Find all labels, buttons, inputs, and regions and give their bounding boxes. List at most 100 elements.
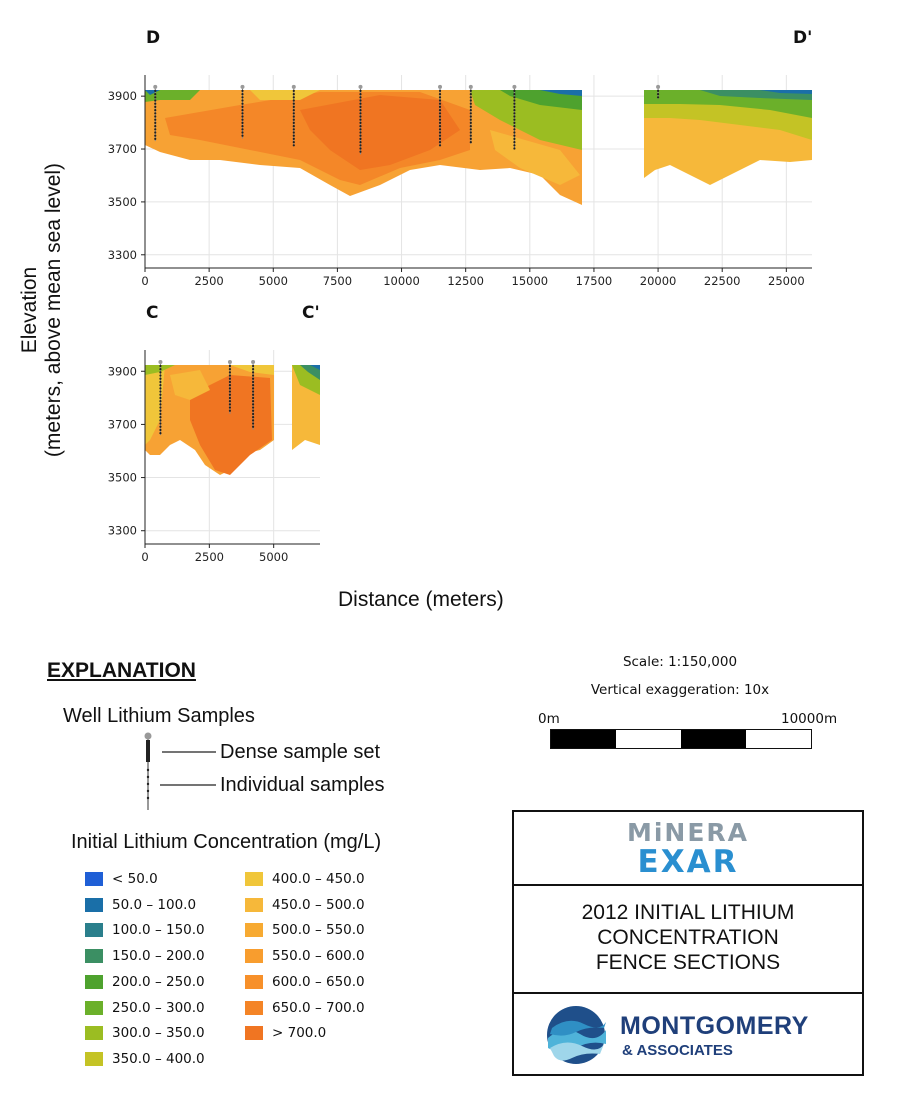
well-sample-point <box>251 384 255 387</box>
well-sample-point <box>292 102 295 105</box>
explanation-title: EXPLANATION <box>47 659 196 682</box>
well-sample-point <box>154 131 157 134</box>
well-sample-point <box>438 131 442 134</box>
well-sample-point <box>513 124 516 128</box>
well-sample-point <box>159 393 162 396</box>
minera-exar-logo: MiNERA EXAR <box>514 812 862 886</box>
well-sample-point <box>513 147 516 150</box>
well-sample-point <box>469 115 472 118</box>
y-tick-label: 3700 <box>108 417 137 431</box>
contour-fill-d <box>145 90 812 205</box>
legend-swatch <box>245 923 263 938</box>
x-tick-label: 5000 <box>259 550 288 564</box>
well-sample-point <box>359 131 362 134</box>
x-tick-label: 0 <box>141 274 148 288</box>
well-sample-point <box>513 118 516 121</box>
well-sample-point <box>228 387 232 390</box>
legend-label: 300.0 – 350.0 <box>112 1025 205 1042</box>
well-sample-point <box>438 102 442 105</box>
well-sample-point <box>159 403 162 406</box>
well-sample-point <box>359 128 362 131</box>
report-title-line2: CONCENTRATION <box>597 926 779 949</box>
well-top-marker <box>468 84 473 89</box>
legend-swatch <box>245 1000 263 1015</box>
well-sample-point <box>513 96 516 99</box>
legend-item: < 50.0 <box>85 871 158 887</box>
x-tick-label: 17500 <box>576 274 613 288</box>
montgomery-logo-text: MONTGOMERY <box>620 1012 809 1040</box>
chart-section-c: 0 2500 5000 3900 3700 3500 3300 <box>108 350 320 564</box>
well-sample-point <box>251 406 255 409</box>
well-sample-point <box>251 390 255 393</box>
well-sample-point <box>159 377 162 380</box>
legend-label: 600.0 – 650.0 <box>272 973 365 990</box>
well-sample-point <box>241 118 244 121</box>
well-sample-point <box>159 432 162 435</box>
y-tick-label: 3300 <box>108 524 137 538</box>
well-sample-point <box>438 118 442 121</box>
well-sample-point <box>292 115 295 118</box>
well-sample-point <box>469 99 472 102</box>
well-sample-point <box>159 412 162 416</box>
well-sample-point <box>469 112 472 115</box>
well-sample-point <box>159 409 162 412</box>
well-sample-point <box>292 112 295 115</box>
well-sample-point <box>292 92 295 96</box>
well-sample-point <box>251 425 255 428</box>
vertical-exaggeration-text: Vertical exaggeration: 10x <box>590 682 770 698</box>
well-sample-point <box>251 400 255 403</box>
x-tick-label: 22500 <box>704 274 741 288</box>
well-sample-point <box>359 99 362 102</box>
well-sample-point <box>438 144 442 147</box>
well-sample-point <box>241 105 244 108</box>
well-sample-point <box>513 140 516 144</box>
legend-swatch <box>85 923 103 938</box>
well-samples-heading: Well Lithium Samples <box>63 705 255 727</box>
x-tick-label: 2500 <box>194 274 223 288</box>
well-sample-point <box>513 102 516 105</box>
exar-logo-text: EXAR <box>637 844 739 880</box>
well-sample-point <box>159 396 162 400</box>
well-sample-point <box>292 89 295 92</box>
legend-item: 50.0 – 100.0 <box>85 897 196 913</box>
report-title-line3: FENCE SECTIONS <box>595 951 781 974</box>
well-sample-point <box>469 124 472 128</box>
well-sample-point <box>154 102 157 105</box>
well-sample-point <box>251 387 255 390</box>
well-sample-point <box>513 128 516 131</box>
well-sample-point <box>513 131 516 134</box>
legend-label: 350.0 – 400.0 <box>112 1050 205 1067</box>
chart-section-d: 0 2500 5000 7500 10000 12500 15000 17500 20000 22… <box>108 75 812 288</box>
well-top-marker <box>291 84 296 89</box>
well-sample-point <box>292 128 295 131</box>
well-sample-point <box>292 105 295 108</box>
well-sample-point <box>438 89 442 92</box>
fence-sections-svg: 0 2500 5000 7500 10000 12500 15000 17500 20000 22… <box>108 75 812 564</box>
well-sample-point <box>159 425 162 428</box>
legend-label: 400.0 – 450.0 <box>272 871 365 887</box>
y-tick-label: 3900 <box>108 364 137 378</box>
well-sample-point <box>154 121 157 124</box>
scale-bar-segment <box>616 730 681 748</box>
well-sample-point <box>228 393 232 396</box>
well-sample-point <box>292 131 295 134</box>
legend-swatch <box>85 949 103 964</box>
well-sample-point <box>438 96 442 99</box>
scale-bar-segment <box>681 730 746 748</box>
well-sample-point <box>359 144 362 147</box>
legend-swatch <box>85 872 103 886</box>
legend-swatch <box>85 1026 103 1041</box>
well-sample-point <box>438 105 442 108</box>
dense-sample-marker <box>146 740 150 762</box>
well-sample-point <box>469 121 472 124</box>
well-sample-point <box>154 99 157 102</box>
legend-swatch <box>85 974 103 989</box>
legend-item: 500.0 – 550.0 <box>245 922 365 938</box>
well-sample-point <box>292 99 295 102</box>
well-sample-point <box>228 368 232 371</box>
well-sample-point <box>159 422 162 425</box>
well-sample-point <box>359 134 362 137</box>
section-c-label: C <box>146 303 159 323</box>
well-sample-point <box>228 403 232 406</box>
well-sample-point <box>469 89 472 92</box>
